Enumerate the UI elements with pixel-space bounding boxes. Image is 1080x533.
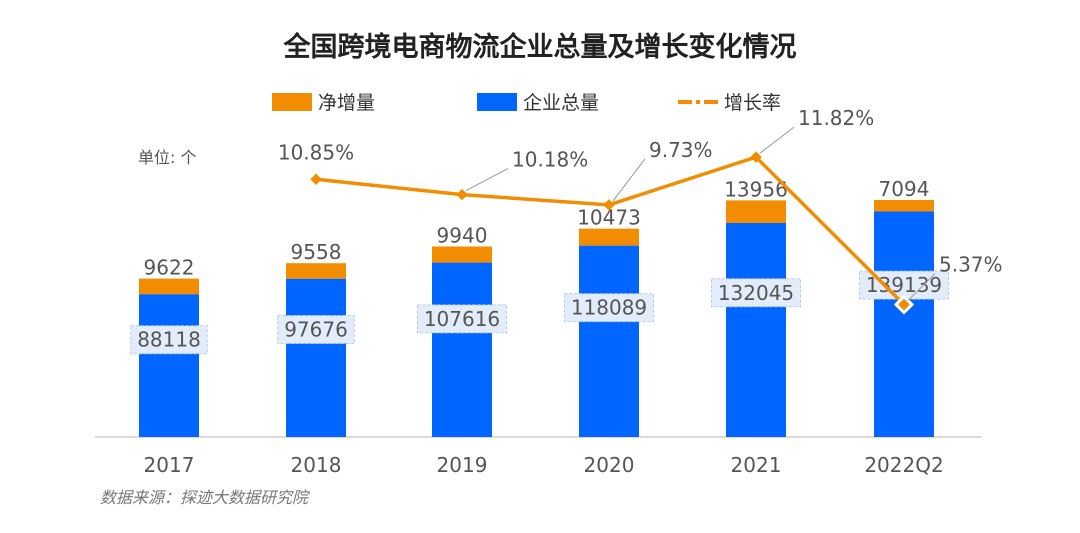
x-tick-2019: 2019 [437,453,488,477]
legend-swatch-total [477,93,517,111]
rate-leader-2022Q2 [907,273,936,301]
legend-label-net: 净增量 [318,92,375,114]
rate-marker-2019 [456,188,468,201]
rate-marker-2018 [310,173,322,185]
x-tick-2021: 2021 [731,453,782,477]
bar-net-2019 [432,246,492,263]
rate-label-2021: 11.82% [798,106,874,130]
net-value-label-2021: 13956 [724,177,788,201]
total-value-label-2021: 132045 [718,281,794,305]
bar-net-2021 [726,200,786,223]
total-label-box-2020 [564,293,654,323]
net-value-label-2017: 9622 [144,256,195,280]
net-value-label-2018: 9558 [291,240,342,264]
rate-leader-2019 [465,168,509,192]
x-tick-2022Q2: 2022Q2 [864,453,943,477]
rate-label-2018: 10.85% [278,140,354,164]
rate-leader-2020 [612,158,646,202]
rate-label-2022Q2: 5.37% [939,253,1003,277]
x-tick-2020: 2020 [584,453,635,477]
rate-leader-2021 [759,126,795,154]
total-value-label-2017: 88118 [137,328,201,352]
bar-net-2022Q2 [874,200,934,212]
total-label-box-2018 [277,315,355,345]
bar-net-2017 [139,278,199,295]
total-value-label-2020: 118089 [571,296,647,320]
rate-line-layer: 10.85% 10.18% 9.73% 11.82% 5.37% [278,106,1003,315]
legend-label-total: 企业总量 [523,92,599,114]
total-label-box-2017 [130,325,208,355]
rate-label-2020: 9.73% [649,138,713,162]
bar-total-2017 [139,294,199,437]
chart-title: 全国跨境电商物流企业总量及增长变化情况 [283,31,797,63]
bar-net-2018 [286,263,346,279]
bar-total-2021 [726,222,786,437]
legend: 净增量 企业总量 增长率 [272,92,781,114]
bars-layer: 8811896229767695581076169940118089104731… [130,177,949,437]
bar-net-2020 [579,228,639,246]
rate-label-2019: 10.18% [512,148,588,172]
x-tick-2018: 2018 [291,453,342,477]
net-value-label-2019: 9940 [437,223,488,247]
total-value-label-2019: 107616 [424,307,500,331]
bar-total-2020 [579,245,639,437]
bar-total-2019 [432,262,492,437]
unit-label: 单位: 个 [138,148,196,167]
x-ticks: 2017 2018 2019 2020 2021 2022Q2 [144,453,944,477]
x-tick-2017: 2017 [144,453,195,477]
bar-total-2022Q2 [874,211,934,437]
source-note: 数据来源：探迹大数据研究院 [100,488,311,507]
total-label-box-2019 [417,304,507,334]
total-label-box-2021 [711,278,801,308]
net-value-label-2022Q2: 7094 [879,177,930,201]
bar-total-2018 [286,278,346,437]
rate-marker-2020 [603,199,615,211]
total-value-label-2018: 97676 [284,318,348,342]
rate-marker-2021 [750,151,762,163]
legend-swatch-net [272,93,312,111]
legend-label-rate: 增长率 [724,92,781,114]
